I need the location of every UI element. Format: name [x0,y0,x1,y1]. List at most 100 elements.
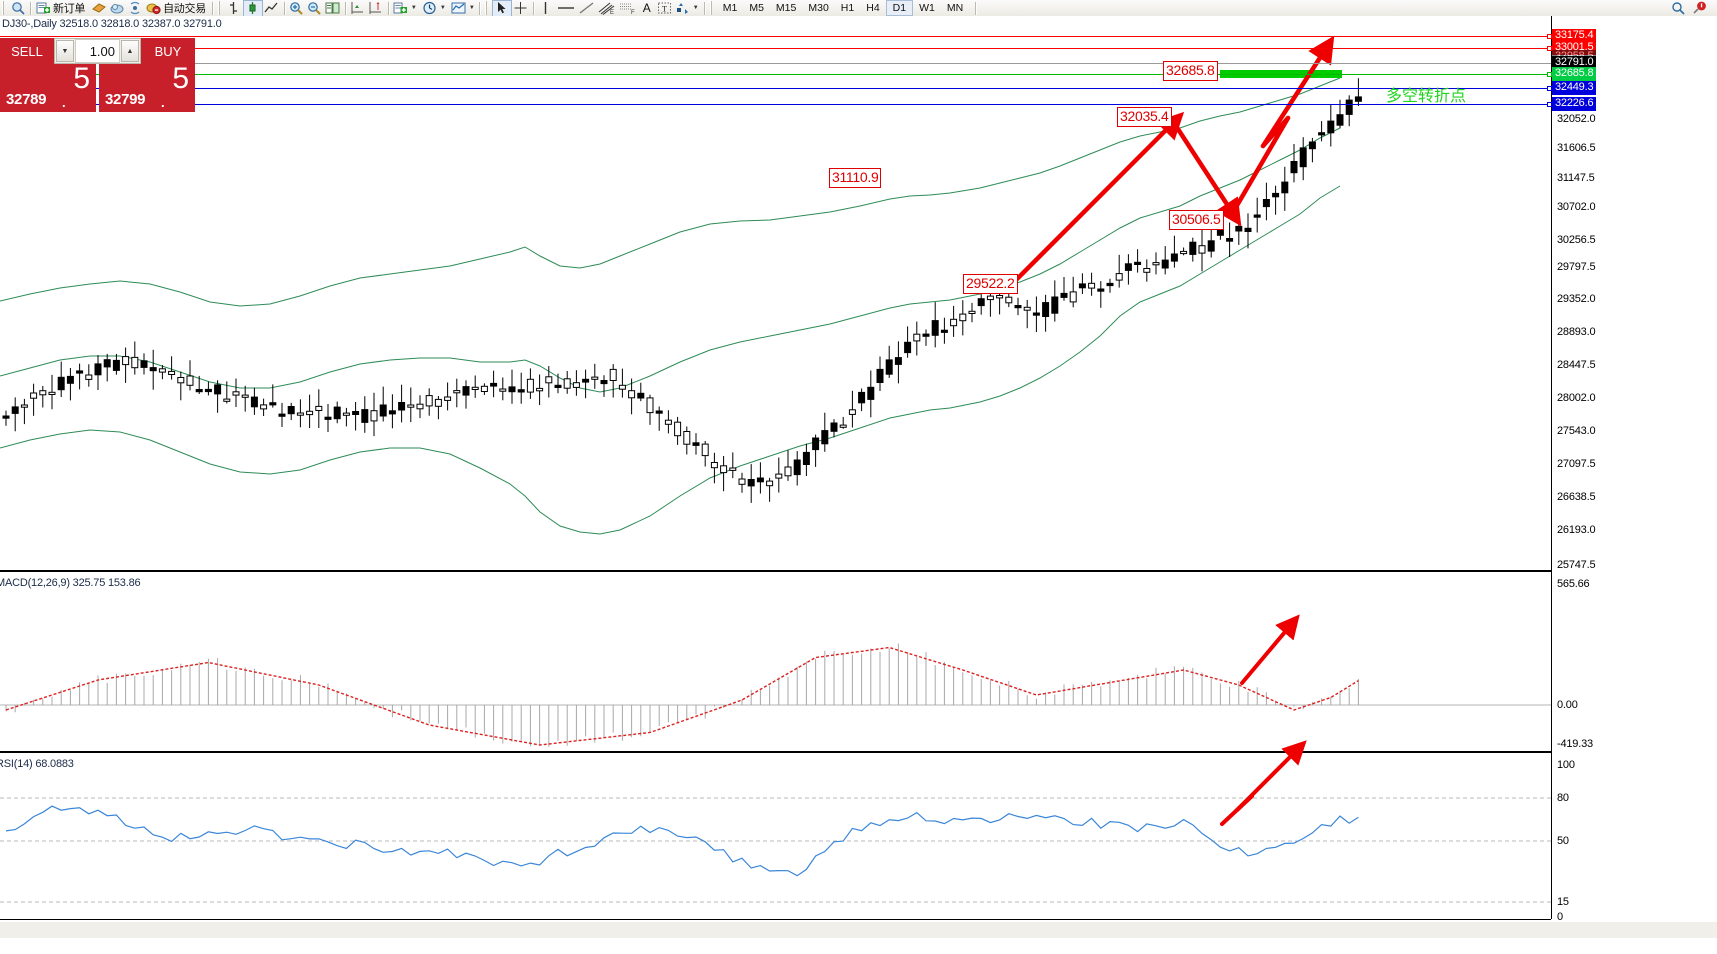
arrow-leg-up-1 [1229,115,1291,217]
chart-right-margin [1678,32,1717,954]
horizontal-line-icon[interactable] [555,1,577,16]
ytick-macd-min: -419.33 [1557,738,1593,750]
shapes-dropdown-arrow[interactable]: ▼ [692,5,699,11]
ytick-macd-zero: 0.00 [1557,699,1578,711]
line-32791-bid[interactable] [0,63,1551,64]
cursor-icon[interactable] [491,0,512,17]
one-click-trading-panel[interactable]: SELL ▼ 1.00 ▲ BUY 32789 . 5 32799 . 5 [0,38,195,112]
tf-m5[interactable]: M5 [749,2,764,14]
ytick-rsi-50: 50 [1557,835,1569,847]
chart-area[interactable]: DJ30-,Daily 32518.0 32818.0 32387.0 3279… [0,16,1717,954]
auto-trading-button[interactable] [144,1,162,16]
ask-price-dot: . [161,95,165,110]
zoom-out-icon[interactable] [306,1,324,16]
equidistant-channel-icon[interactable]: E [596,1,617,16]
ask-price-box[interactable]: 32799 . 5 [99,64,195,112]
candlestick-chart-icon[interactable] [242,0,263,17]
line-32226[interactable] [0,102,1552,107]
tag-30506[interactable]: 30506.5 [1169,210,1224,230]
volume-input[interactable]: 1.00 [75,39,120,63]
svg-text:E: E [610,10,614,15]
ytick-26638: 26638.5 [1557,491,1596,503]
chart-shift-icon[interactable] [349,1,367,16]
rsi-arrow-leg1 [1220,794,1254,826]
ytick-26193: 26193.0 [1557,524,1596,536]
macd-arrow [1240,614,1300,685]
auto-scroll-icon[interactable] [367,1,385,16]
tf-d1[interactable]: D1 [885,0,914,16]
ask-price-main: 32799 [105,91,146,108]
rsi-arrow-leg2 [1235,794,1254,812]
line-32449[interactable] [0,86,1552,91]
text-label-icon[interactable]: T [656,1,674,16]
arrow-projection-up [1260,35,1335,149]
chart-graphics [0,35,1551,903]
ytick-rsi-15: 15 [1557,896,1569,908]
line-33001[interactable] [0,46,1552,51]
ylabel-32685-green[interactable]: 32685.8 [1552,67,1597,81]
ylabel-33175[interactable]: 33175.4 [1552,29,1597,43]
tag-32685[interactable]: 32685.8 [1163,61,1218,81]
bar-chart-icon[interactable] [225,1,243,16]
text-icon[interactable]: A [642,1,651,15]
search-chart-icon[interactable] [9,1,27,16]
line-chart-icon[interactable] [263,1,281,16]
trendline-icon[interactable] [577,1,596,16]
bid-price-box[interactable]: 32789 . 5 [0,64,96,112]
sell-button[interactable]: SELL [0,38,54,64]
volume-up-button[interactable]: ▲ [121,40,139,62]
ylabel-32449[interactable]: 32449.3 [1552,81,1597,95]
toolbar-grip[interactable] [2,1,7,15]
signal-icon[interactable] [126,1,144,16]
indicators-icon[interactable] [392,1,410,16]
ytick-rsi-0: 0 [1557,911,1563,923]
tf-h4[interactable]: H4 [866,2,880,14]
tf-m15[interactable]: M15 [775,2,797,14]
indicators-dropdown-arrow[interactable]: ▼ [410,5,417,11]
tf-mn[interactable]: MN [946,2,964,14]
crosshair-icon[interactable] [512,1,530,16]
tag-29522[interactable]: 29522.2 [963,274,1018,294]
macd-graphics [0,614,1551,747]
bottom-strip [0,922,1717,938]
arrow-correction-down [1173,123,1242,227]
macd-pane-divider [0,570,1551,572]
search-icon[interactable] [1669,1,1687,16]
ytick-28893: 28893.0 [1557,326,1596,338]
periods-icon[interactable] [421,1,439,16]
alert-icon[interactable] [1691,1,1709,16]
vertical-line-icon[interactable] [537,1,555,16]
cloud-icon[interactable] [108,1,126,16]
ytick-25747: 25747.5 [1557,559,1596,571]
svg-text:T: T [662,5,667,14]
tf-m30[interactable]: M30 [808,2,829,14]
price-axis-line [1551,16,1552,919]
new-order-button[interactable] [34,1,52,16]
auto-trading-label: 自动交易 [163,3,206,15]
history-icon[interactable] [90,1,108,16]
bid-price-dot: . [62,95,66,110]
fibonacci-icon[interactable]: F [617,1,638,16]
ytick-29797: 29797.5 [1557,261,1596,273]
templates-dropdown-arrow[interactable]: ▼ [468,5,475,11]
ylabel-32226[interactable]: 32226.6 [1552,97,1597,111]
svg-text:F: F [631,10,635,15]
tag-32035[interactable]: 32035.4 [1117,107,1172,127]
buy-button[interactable]: BUY [141,38,195,64]
line-32685-green[interactable] [0,72,1552,77]
rsi-graphics [0,740,1551,903]
templates-icon[interactable] [450,1,468,16]
line-33175[interactable] [0,34,1552,39]
tile-windows-icon[interactable] [324,1,342,16]
tag-31110[interactable]: 31110.9 [829,168,882,188]
volume-stepper[interactable]: ▼ 1.00 ▲ [54,38,141,64]
volume-down-button[interactable]: ▼ [56,40,74,62]
ylabel-32791-bid[interactable]: 32791.0 [1552,56,1597,70]
shapes-icon[interactable] [674,1,692,16]
tf-w1[interactable]: W1 [919,2,935,14]
tf-m1[interactable]: M1 [722,2,738,14]
tf-h1[interactable]: H1 [840,2,855,14]
ytick-27097: 27097.5 [1557,458,1596,470]
periods-dropdown-arrow[interactable]: ▼ [439,5,446,11]
zoom-in-icon[interactable] [288,1,306,16]
